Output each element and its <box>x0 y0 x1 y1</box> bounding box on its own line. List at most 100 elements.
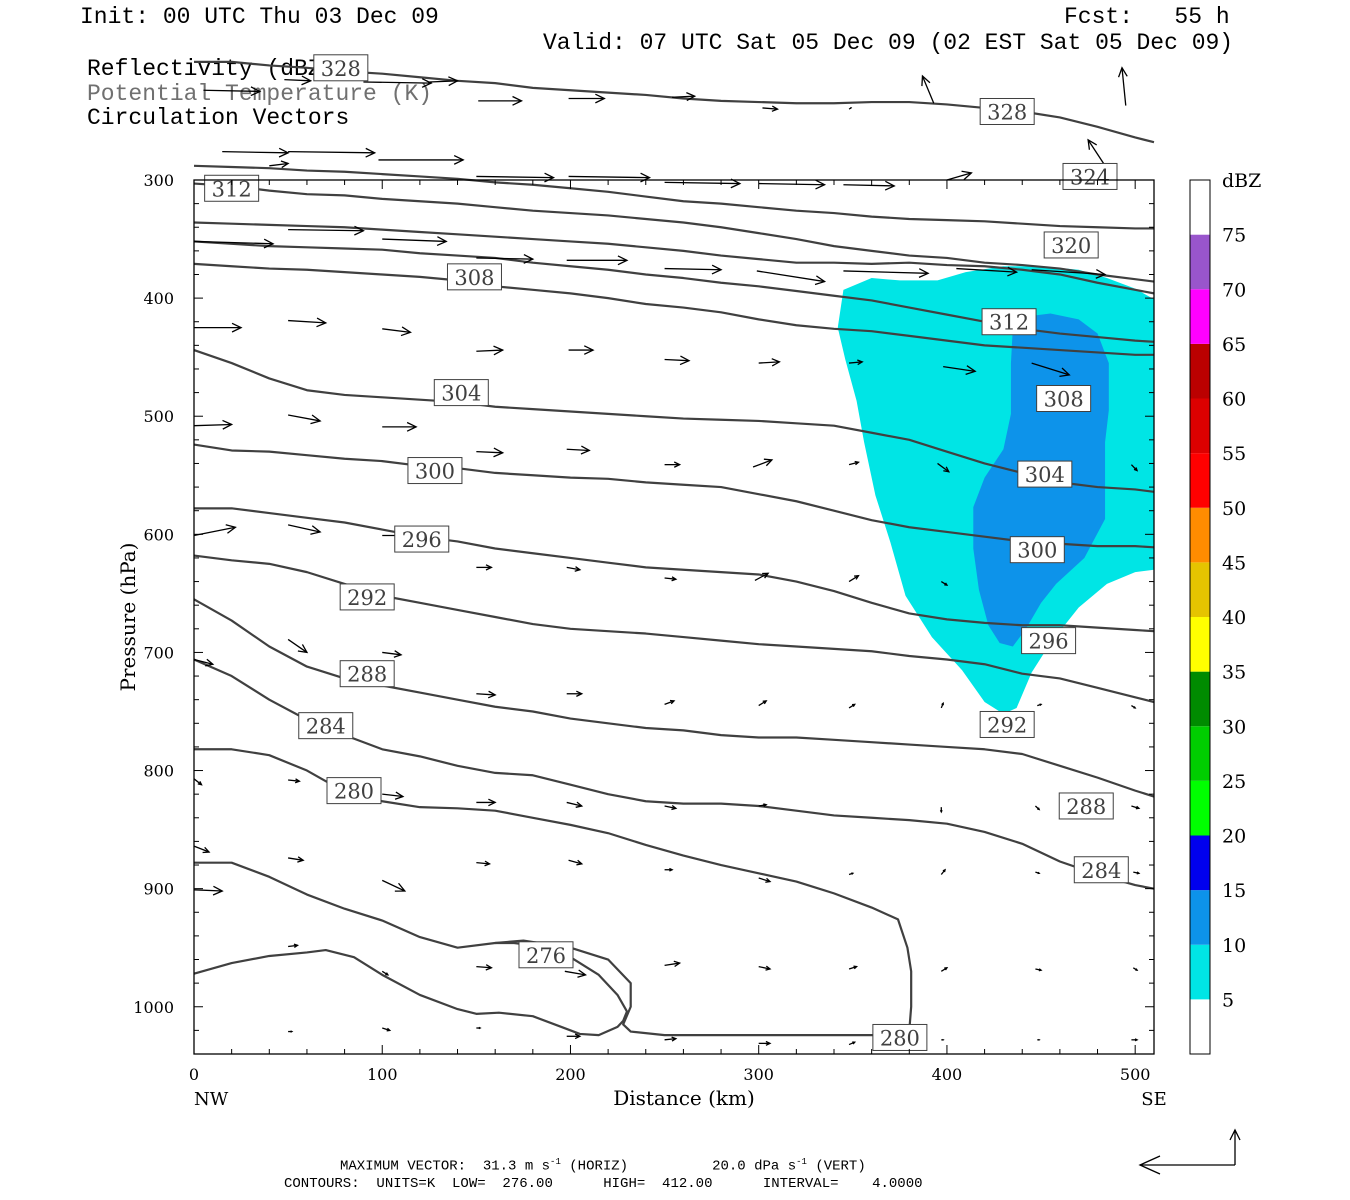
valid-time: Valid: 07 UTC Sat 05 Dec 09 (02 EST Sat … <box>543 30 1234 56</box>
circulation-vector <box>848 460 860 466</box>
circulation-vector <box>664 264 723 275</box>
y-tick-label: 600 <box>143 525 174 544</box>
circulation-vector <box>754 572 770 581</box>
svg-text:328: 328 <box>321 57 361 81</box>
init-time: Init: 00 UTC Thu 03 Dec 09 <box>80 4 439 30</box>
colorbar-label: 20 <box>1222 826 1246 848</box>
theta-label-284: 284 <box>298 712 354 740</box>
colorbar-swatch <box>1190 726 1210 781</box>
colorbar-swatch <box>1190 617 1210 672</box>
circulation-vector <box>664 805 678 811</box>
colorbar-swatch <box>1190 507 1210 563</box>
colorbar-swatch <box>1190 890 1210 945</box>
theta-label-308: 308 <box>446 263 502 291</box>
circulation-vector <box>758 965 772 971</box>
circulation-vector <box>1131 1038 1139 1042</box>
y-tick-label: 900 <box>143 880 174 899</box>
x-end-label-left: NW <box>194 1089 229 1110</box>
field-label-theta: Potential Temperature (K) <box>87 81 433 107</box>
circulation-vector <box>848 965 859 970</box>
theta-label-280: 280 <box>326 777 382 805</box>
y-tick-label: 1000 <box>133 998 174 1017</box>
y-axis-title: Pressure (hPa) <box>116 543 140 692</box>
circulation-vector <box>672 92 697 102</box>
circulation-vector <box>193 885 224 896</box>
circulation-vector <box>566 801 584 808</box>
theta-label-296: 296 <box>1021 627 1077 655</box>
circulation-vector <box>194 322 243 333</box>
circulation-vector <box>566 690 584 697</box>
circulation-vector <box>758 358 781 367</box>
circulation-vector <box>664 355 691 366</box>
circulation-vector <box>193 658 215 667</box>
theta-label-312: 312 <box>204 174 260 202</box>
colorbar-label: 75 <box>1222 225 1246 247</box>
circulation-vector <box>848 1041 857 1046</box>
svg-text:284: 284 <box>306 715 346 739</box>
circulation-vector <box>382 650 403 658</box>
field-label-vectors: Circulation Vectors <box>87 105 350 131</box>
circulation-vector <box>848 872 855 876</box>
theta-label-284: 284 <box>1073 856 1129 884</box>
y-tick-label: 700 <box>143 643 174 662</box>
circulation-vector <box>848 703 856 709</box>
circulation-vector <box>193 778 203 786</box>
circulation-vector <box>1031 362 1071 377</box>
circulation-vector <box>568 93 606 104</box>
circulation-vector <box>382 1027 392 1032</box>
theta-contour-296 <box>194 507 1155 633</box>
colorbar-swatch <box>1190 835 1210 891</box>
circulation-vector <box>566 255 629 266</box>
circulation-vector <box>849 359 864 366</box>
circulation-vector <box>222 147 290 158</box>
colorbar-label: 40 <box>1222 607 1246 629</box>
circulation-vector <box>288 225 365 236</box>
y-tick-label: 800 <box>143 762 174 781</box>
svg-text:292: 292 <box>987 713 1027 737</box>
x-tick-label: 300 <box>743 1065 774 1084</box>
circulation-vector <box>1117 66 1128 106</box>
reference-vector-icon <box>1138 1128 1241 1175</box>
colorbar-label: 60 <box>1222 389 1246 411</box>
plot-frame <box>193 179 1155 1055</box>
colorbar-frame <box>1189 179 1211 1055</box>
svg-text:280: 280 <box>880 1026 920 1050</box>
circulation-vector <box>1037 703 1043 707</box>
colorbar-swatch <box>1190 562 1210 617</box>
circulation-vector <box>943 365 977 375</box>
theta-label-292: 292 <box>979 710 1035 738</box>
colorbar-label: 15 <box>1222 880 1246 902</box>
svg-text:312: 312 <box>989 311 1029 335</box>
colorbar-label: 65 <box>1222 334 1246 356</box>
svg-text:300: 300 <box>1017 539 1057 563</box>
theta-label-328: 328 <box>313 54 369 82</box>
circulation-vector <box>287 524 322 535</box>
theta-label-276: 276 <box>518 941 574 969</box>
circulation-vector <box>476 254 535 264</box>
colorbar-label: 55 <box>1222 443 1246 465</box>
svg-text:304: 304 <box>441 382 481 406</box>
circulation-vector <box>287 414 322 425</box>
circulation-vector <box>288 147 377 158</box>
theta-label-288: 288 <box>339 660 395 688</box>
theta-contour-316 <box>193 164 1154 230</box>
circulation-vector <box>843 268 930 278</box>
x-end-label-right: SE <box>1141 1089 1166 1110</box>
colorbar-label: 5 <box>1222 989 1234 1011</box>
contour-label-layer: 328 312 308 304 300 296 292 288 284 280 276 280 328 3… <box>204 54 1129 1051</box>
circulation-vector <box>476 690 497 699</box>
contour-info-note: CONTOURS: UNITS=K LOW= 276.00 HIGH= 412.… <box>284 1176 923 1192</box>
theta-label-328: 328 <box>979 97 1035 125</box>
circulation-vector <box>940 966 949 972</box>
circulation-vector <box>848 107 853 110</box>
colorbar-title: dBZ <box>1222 170 1261 192</box>
circulation-vector <box>756 270 827 286</box>
circulation-vector <box>940 581 949 586</box>
circulation-vector <box>476 447 505 458</box>
circulation-vector <box>378 154 465 165</box>
circulation-vector <box>381 970 390 976</box>
circulation-vector <box>288 856 305 863</box>
colorbar-label: 45 <box>1222 552 1246 574</box>
circulation-vector <box>193 238 275 249</box>
circulation-vector <box>664 1036 678 1042</box>
